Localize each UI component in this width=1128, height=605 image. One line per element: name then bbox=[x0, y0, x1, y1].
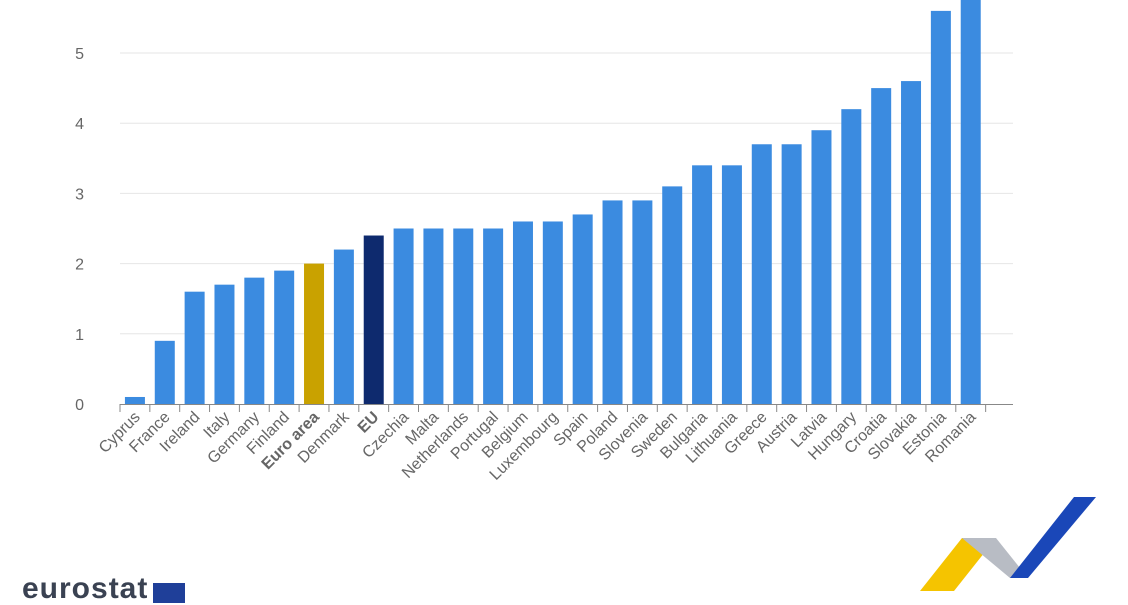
y-tick-label: 2 bbox=[75, 257, 84, 274]
y-axis-ticks: 0 1 2 3 4 5 bbox=[75, 46, 84, 414]
bar bbox=[124, 396, 145, 404]
bar bbox=[214, 284, 235, 404]
bar bbox=[333, 249, 354, 404]
bar bbox=[244, 277, 265, 404]
bar bbox=[692, 165, 713, 404]
bar bbox=[542, 221, 563, 404]
gridlines bbox=[120, 52, 1013, 335]
bar bbox=[572, 214, 593, 404]
bar bbox=[154, 340, 175, 404]
eurostat-logo: eurostat bbox=[22, 572, 149, 605]
bar bbox=[483, 228, 504, 404]
bar bbox=[930, 10, 951, 404]
bar bbox=[363, 235, 384, 404]
bar bbox=[184, 291, 205, 404]
y-tick-label: 3 bbox=[75, 186, 84, 203]
y-tick-label: 0 bbox=[75, 397, 84, 414]
blue-stripe-shape bbox=[1010, 497, 1096, 578]
bar bbox=[901, 81, 922, 404]
bar bbox=[274, 270, 295, 404]
bar bbox=[602, 200, 623, 404]
bar-chart: 0 1 2 3 4 5 CyprusFranceIrelandItalyGermanyFi… bbox=[75, 0, 1013, 484]
bar bbox=[453, 228, 474, 404]
bar bbox=[721, 165, 742, 404]
bar bbox=[841, 109, 862, 404]
bar bbox=[632, 200, 653, 404]
bar bbox=[871, 88, 892, 404]
bar bbox=[423, 228, 444, 404]
bars bbox=[124, 0, 981, 404]
y-tick-label: 4 bbox=[75, 116, 84, 133]
bar bbox=[662, 186, 683, 404]
bar bbox=[751, 144, 772, 404]
bar bbox=[781, 144, 802, 404]
bar bbox=[960, 0, 981, 404]
bar bbox=[811, 130, 832, 404]
y-tick-label: 5 bbox=[75, 46, 84, 63]
grey-stripe-shape bbox=[962, 538, 1028, 578]
y-tick-label: 1 bbox=[75, 327, 84, 344]
decorative-chevron-graphic bbox=[920, 497, 1096, 591]
bar bbox=[304, 263, 325, 404]
bar bbox=[393, 228, 414, 404]
eu-flag-icon bbox=[153, 583, 185, 603]
yellow-stripe-shape bbox=[920, 538, 996, 591]
x-axis-ticks bbox=[119, 404, 987, 412]
bar bbox=[512, 221, 533, 404]
x-axis-labels: CyprusFranceIrelandItalyGermanyFinlandEu… bbox=[96, 408, 980, 484]
